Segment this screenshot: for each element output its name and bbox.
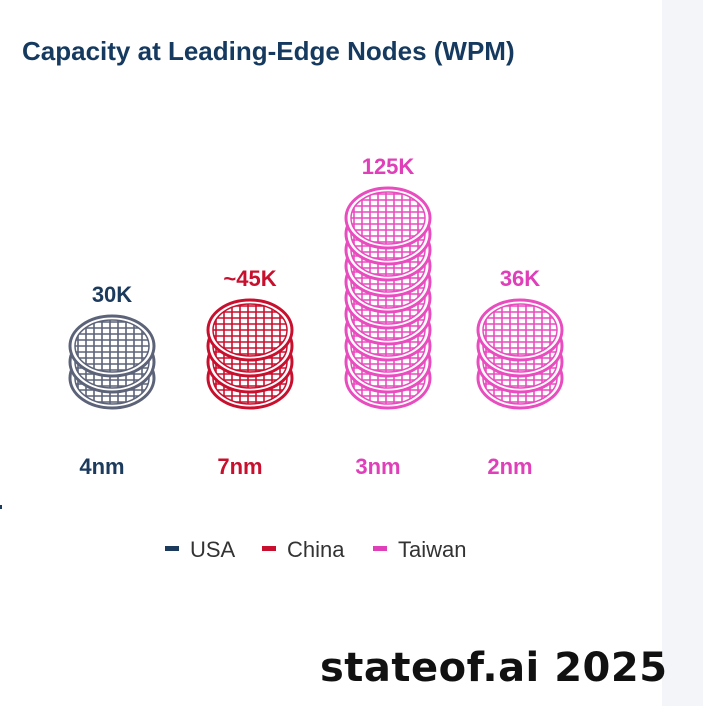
legend-item-china: China bbox=[262, 537, 345, 562]
wafer-disc bbox=[206, 298, 294, 362]
legend-swatch bbox=[373, 546, 387, 551]
category-label: 3nm bbox=[355, 454, 400, 479]
value-label: 36K bbox=[500, 266, 540, 291]
wafer-disc bbox=[344, 186, 432, 250]
watermark: stateof.ai 2025 bbox=[320, 645, 668, 691]
edge-marker bbox=[0, 505, 2, 509]
value-label: ~45K bbox=[223, 266, 276, 291]
wafer-disc bbox=[68, 314, 156, 378]
legend-item-taiwan: Taiwan bbox=[373, 537, 466, 562]
category-label: 2nm bbox=[487, 454, 532, 479]
legend-label: Taiwan bbox=[398, 537, 466, 562]
legend-item-usa: USA bbox=[165, 537, 236, 562]
bar-stack-4nm bbox=[68, 314, 156, 410]
bar-stack-7nm bbox=[206, 298, 294, 410]
legend-swatch bbox=[165, 546, 179, 551]
category-label: 7nm bbox=[217, 454, 262, 479]
bar-stack-2nm bbox=[476, 298, 564, 410]
wafer-capacity-chart: 30K 4nm ~45K 7nm 125K 3nm 36K 2nm USA China Taiwa… bbox=[68, 154, 564, 562]
legend-label: China bbox=[287, 537, 345, 562]
side-panel-strip bbox=[662, 0, 703, 706]
legend-label: USA bbox=[190, 537, 236, 562]
wafer-disc bbox=[476, 298, 564, 362]
value-label: 30K bbox=[92, 282, 132, 307]
value-label: 125K bbox=[362, 154, 415, 179]
bar-stack-3nm bbox=[344, 186, 432, 410]
category-label: 4nm bbox=[79, 454, 124, 479]
legend: USA China Taiwan bbox=[165, 537, 466, 562]
chart-title: Capacity at Leading-Edge Nodes (WPM) bbox=[22, 36, 515, 66]
legend-swatch bbox=[262, 546, 276, 551]
